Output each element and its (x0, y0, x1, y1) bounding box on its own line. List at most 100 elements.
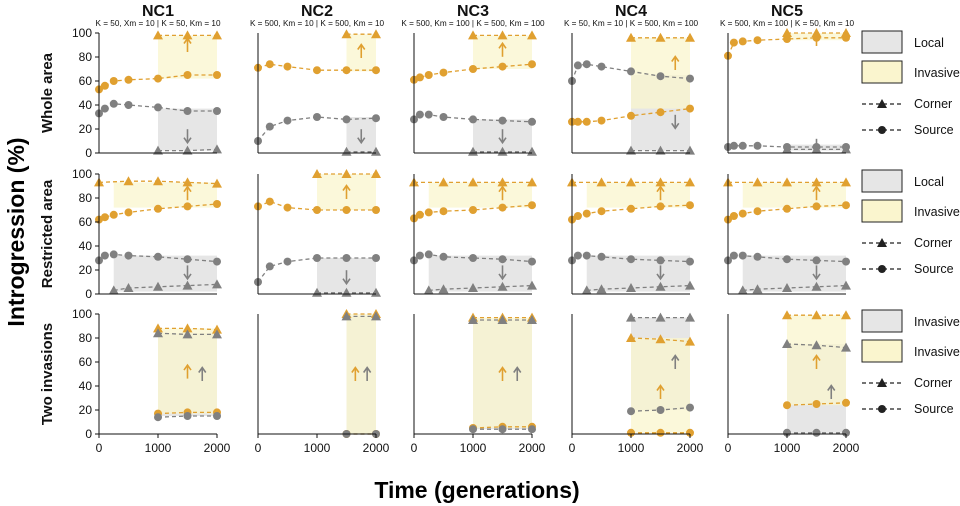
data-point (497, 146, 508, 156)
gold-band (742, 182, 846, 208)
y-tick-label: 40 (79, 98, 93, 112)
data-point (497, 30, 508, 40)
data-point (753, 252, 762, 261)
data-point (626, 312, 636, 322)
data-point (729, 38, 738, 47)
panel (409, 174, 537, 295)
data-point (154, 103, 162, 112)
column-params: K = 500, Km = 100 | K = 50, Km = 10 (720, 19, 855, 28)
data-point (109, 77, 118, 85)
legend: Invasive 2 Invasive 1 Corner Source (861, 309, 960, 416)
x-tick-label: 0 (411, 441, 418, 455)
trend-arrow-head (183, 37, 192, 44)
data-point (124, 75, 133, 84)
data-point (265, 60, 274, 69)
data-point (527, 315, 537, 324)
trend-arrow-head (342, 184, 351, 191)
data-point (154, 204, 162, 213)
data-point (782, 283, 792, 292)
data-point (753, 141, 762, 150)
legend-label: Invasive 1 (914, 345, 960, 359)
legend: Local Invasive Corner Source (861, 169, 960, 276)
data-point (783, 428, 791, 437)
data-point (153, 176, 163, 186)
data-point (313, 254, 321, 262)
data-point (498, 425, 507, 434)
gold-band (428, 182, 532, 208)
data-point (100, 81, 109, 90)
legend-swatch-gray (861, 169, 903, 193)
legend-swatch-gold (861, 199, 903, 223)
data-point (582, 251, 591, 260)
data-point (782, 144, 792, 154)
data-point (597, 252, 606, 261)
panel: 0 1000 2000 (725, 310, 860, 455)
trend-arrow-head (498, 273, 507, 281)
data-point (153, 281, 163, 291)
data-point (468, 146, 478, 156)
data-point (342, 254, 351, 262)
data-point (213, 200, 221, 208)
data-point (782, 339, 792, 348)
data-point (752, 177, 763, 187)
legend-label: Source (914, 123, 954, 137)
data-point (626, 333, 636, 342)
data-point (729, 251, 738, 260)
data-point (685, 312, 695, 322)
data-point (596, 177, 607, 187)
data-point (686, 104, 694, 113)
data-point (342, 206, 351, 214)
trend-arrow-head (812, 31, 821, 38)
trend-arrow-head (357, 43, 366, 50)
panel (567, 174, 695, 295)
panel (723, 174, 851, 295)
data-point (626, 283, 636, 292)
data-point (627, 407, 635, 416)
data-point (124, 251, 133, 260)
data-point (655, 177, 666, 187)
data-point (371, 311, 381, 321)
data-point (213, 71, 221, 79)
data-point (627, 67, 635, 76)
data-point (212, 279, 222, 289)
data-point (468, 177, 478, 187)
data-point (627, 255, 635, 264)
panel: 0 1000 2000 (569, 312, 704, 455)
data-point (468, 283, 478, 292)
panel: 0 1000 2000 (411, 312, 546, 455)
trend-arrow-head (183, 185, 192, 193)
data-point (469, 425, 477, 434)
data-point (283, 203, 292, 212)
x-tick-label: 1000 (774, 441, 801, 455)
panel: 0 20 40 60 80 100 (72, 26, 222, 160)
data-point (415, 110, 424, 119)
data-point (415, 251, 424, 260)
data-point (527, 177, 537, 187)
data-point (783, 255, 791, 264)
data-point (372, 66, 380, 75)
data-point (341, 169, 352, 178)
data-point (656, 108, 665, 117)
trend-arrow-head (362, 366, 372, 373)
data-point (371, 146, 381, 156)
trend-arrow-head (812, 273, 821, 281)
data-point (439, 68, 448, 77)
gold-band (346, 314, 376, 434)
data-point (729, 212, 738, 220)
data-point (313, 206, 321, 214)
trend-arrow-head (656, 273, 665, 281)
trend-arrow-head (656, 384, 665, 391)
data-point (100, 251, 109, 260)
data-point (783, 401, 791, 410)
data-point (439, 252, 448, 261)
data-point (528, 425, 536, 434)
data-point (842, 257, 850, 266)
data-point (182, 329, 193, 339)
data-point (468, 30, 478, 40)
y-tick-label: 100 (72, 307, 92, 321)
panel (410, 30, 537, 156)
legend-swatch-gold (861, 60, 903, 84)
data-point (685, 177, 695, 187)
data-point (842, 201, 850, 210)
y-tick-label: 0 (85, 427, 92, 441)
